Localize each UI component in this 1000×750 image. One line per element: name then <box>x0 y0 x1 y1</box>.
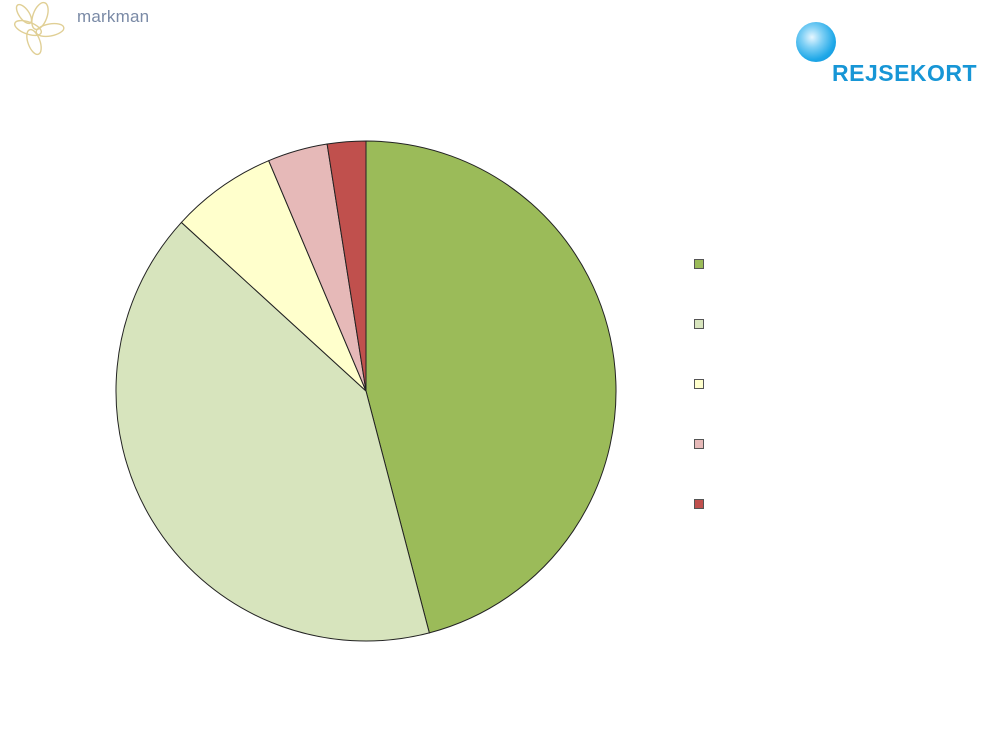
legend-swatch-1 <box>694 259 704 269</box>
pie-slice-5 <box>326 140 367 392</box>
legend-swatch-4 <box>694 439 704 449</box>
pie-slice-3 <box>180 160 367 392</box>
markman-logo-text: markman <box>77 7 150 26</box>
legend-swatch-5 <box>694 499 704 509</box>
rejsekort-logo-text: REJSEKORT <box>832 60 978 86</box>
markman-flower-icon <box>13 1 65 56</box>
markman-logo <box>2 0 72 60</box>
pie-slice-2 <box>115 221 430 642</box>
rejsekort-logo-icon <box>796 22 836 62</box>
legend-swatch-3 <box>694 379 704 389</box>
legend-swatch-2 <box>694 319 704 329</box>
pie-slice-1 <box>365 140 617 634</box>
